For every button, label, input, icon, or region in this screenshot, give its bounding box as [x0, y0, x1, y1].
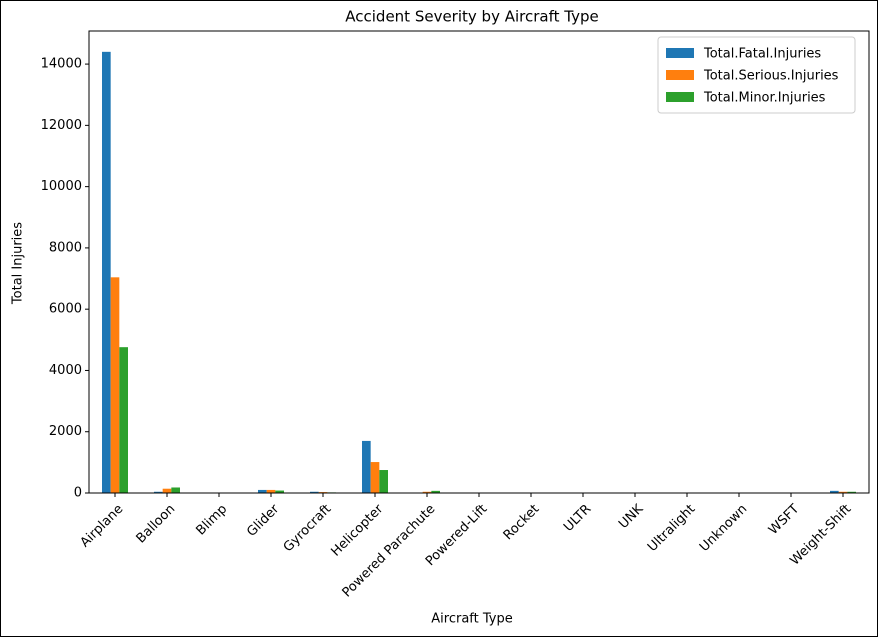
y-tick-label: 10000 — [41, 179, 82, 194]
y-tick-label: 14000 — [41, 57, 82, 72]
bar — [370, 462, 380, 493]
bar — [275, 490, 284, 493]
chart-title: Accident Severity by Aircraft Type — [345, 8, 598, 26]
bar — [110, 277, 120, 493]
legend-swatch — [666, 70, 694, 80]
bar — [119, 347, 128, 493]
bar — [362, 440, 371, 493]
bar — [266, 489, 276, 493]
y-tick-label: 12000 — [41, 118, 82, 133]
bar — [258, 489, 267, 493]
bar — [422, 491, 432, 493]
legend-box — [657, 36, 856, 114]
bar — [847, 491, 856, 493]
legend-swatch — [666, 92, 694, 102]
legend-label: Total.Serious.Injuries — [703, 69, 839, 84]
bar — [310, 491, 319, 493]
bar — [102, 51, 111, 494]
legend-label: Total.Fatal.Injuries — [703, 47, 821, 62]
y-tick-label: 6000 — [49, 302, 82, 317]
y-tick-label: 4000 — [49, 363, 82, 378]
y-axis-label: Total Injuries — [11, 222, 26, 305]
y-tick-label: 8000 — [49, 240, 82, 255]
legend-swatch — [666, 48, 694, 58]
bar — [171, 487, 180, 493]
bar — [154, 491, 163, 493]
bar — [379, 470, 388, 493]
bar — [431, 490, 440, 493]
plot-frame — [88, 30, 870, 494]
bar — [838, 491, 848, 493]
bar — [830, 490, 839, 493]
y-tick-label: 2000 — [49, 424, 82, 439]
x-axis-label: Aircraft Type — [431, 612, 512, 627]
legend-label: Total.Minor.Injuries — [703, 91, 826, 106]
bar — [162, 488, 172, 493]
y-tick-label: 0 — [74, 486, 82, 501]
